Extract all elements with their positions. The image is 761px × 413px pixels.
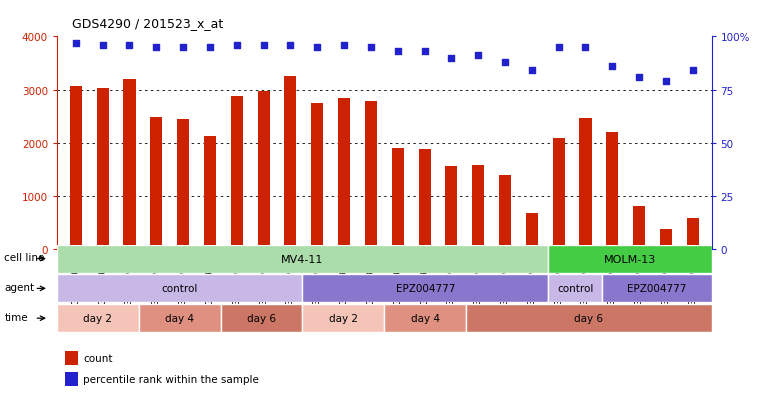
Point (499, 59, 511, 66)
Bar (150, 118, 162, 250)
Point (445, 55, 457, 62)
Text: control: control (557, 284, 594, 294)
Bar (285, 76, 297, 250)
Bar (231, 97, 243, 250)
Bar (338, 99, 350, 250)
Point (365, 45, 377, 51)
Bar (65, 351, 78, 366)
Bar (303, 304, 384, 332)
Text: control: control (161, 284, 198, 294)
Bar (607, 133, 619, 250)
Text: percentile rank within the sample: percentile rank within the sample (84, 374, 260, 384)
Point (285, 43, 297, 49)
Text: EPZ004777: EPZ004777 (627, 284, 686, 294)
Text: count: count (84, 354, 113, 363)
Bar (139, 304, 221, 332)
Text: MV4-11: MV4-11 (282, 254, 323, 264)
Bar (419, 150, 431, 250)
Point (633, 74, 645, 81)
Text: time: time (5, 312, 28, 322)
Point (338, 43, 350, 49)
Point (472, 53, 484, 59)
Bar (311, 104, 323, 250)
Point (419, 49, 431, 55)
Bar (603, 275, 712, 303)
Point (231, 43, 243, 49)
Point (177, 45, 189, 51)
Bar (123, 80, 135, 250)
Point (686, 68, 699, 74)
Point (526, 68, 538, 74)
Bar (579, 119, 591, 250)
Bar (499, 176, 511, 250)
Bar (365, 102, 377, 250)
Bar (526, 214, 538, 250)
Bar (57, 304, 139, 332)
Bar (466, 304, 712, 332)
Point (70, 40, 82, 47)
Point (123, 43, 135, 49)
Bar (57, 275, 303, 303)
Text: agent: agent (5, 282, 34, 292)
Point (204, 45, 216, 51)
Text: GDS4290 / 201523_x_at: GDS4290 / 201523_x_at (72, 17, 224, 29)
Bar (257, 92, 269, 250)
Bar (392, 149, 404, 250)
Text: cell line: cell line (5, 253, 45, 263)
Bar (548, 275, 603, 303)
Text: day 4: day 4 (165, 313, 194, 323)
Bar (303, 275, 548, 303)
Bar (552, 138, 565, 250)
Text: day 4: day 4 (411, 313, 440, 323)
Bar (70, 87, 82, 250)
Point (150, 45, 162, 51)
Text: MOLM-13: MOLM-13 (603, 254, 656, 264)
Bar (445, 167, 457, 250)
Bar (204, 137, 216, 250)
Text: day 6: day 6 (575, 313, 603, 323)
Point (579, 45, 591, 51)
Bar (384, 304, 466, 332)
Bar (65, 372, 78, 386)
Point (552, 45, 565, 51)
Bar (57, 245, 548, 273)
Point (97, 43, 109, 49)
Bar (660, 230, 672, 250)
Bar (97, 89, 109, 250)
Bar (472, 166, 484, 250)
Bar (548, 245, 712, 273)
Point (660, 78, 672, 85)
Point (257, 43, 269, 49)
Bar (221, 304, 303, 332)
Bar (686, 218, 699, 250)
Bar (633, 206, 645, 250)
Text: EPZ004777: EPZ004777 (396, 284, 455, 294)
Text: day 2: day 2 (329, 313, 358, 323)
Text: day 2: day 2 (84, 313, 113, 323)
Text: day 6: day 6 (247, 313, 276, 323)
Point (607, 64, 619, 70)
Point (392, 49, 404, 55)
Bar (177, 120, 189, 250)
Point (311, 45, 323, 51)
